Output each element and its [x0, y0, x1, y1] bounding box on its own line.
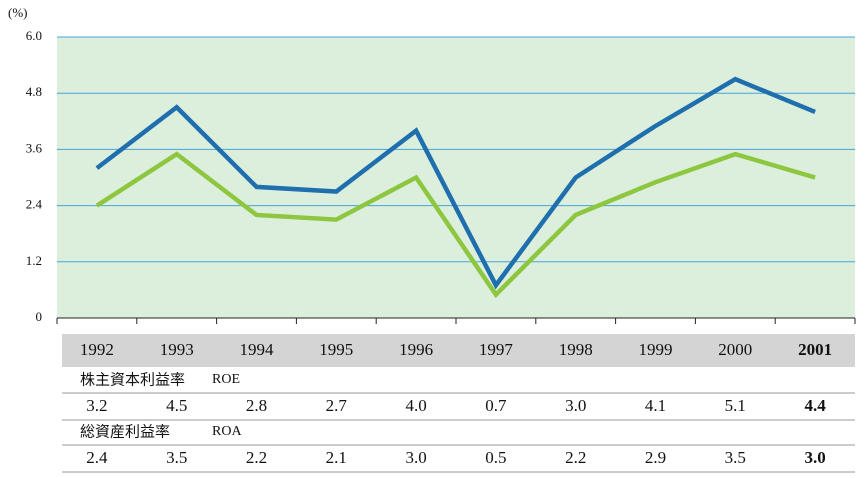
y-tick-label: 6.0 [26, 28, 42, 43]
data-label: 3.5 [166, 448, 187, 467]
data-label: 2.4 [86, 448, 108, 467]
data-label: 5.1 [725, 396, 746, 415]
data-label: 2.2 [246, 448, 267, 467]
data-label: 4.1 [645, 396, 666, 415]
data-label: 4.5 [166, 396, 187, 415]
table-header [62, 334, 855, 367]
data-label: 3.2 [86, 396, 107, 415]
x-tick-label: 1999 [639, 340, 673, 359]
x-tick-label: 1995 [319, 340, 353, 359]
x-tick-label: 2001 [798, 340, 832, 359]
data-label: 3.0 [804, 448, 825, 467]
data-label: 4.0 [405, 396, 426, 415]
row-label-abbr: ROA [212, 424, 242, 439]
data-label: 2.1 [326, 448, 347, 467]
x-tick-label: 1993 [160, 340, 194, 359]
line-series [95, 76, 816, 290]
x-tick-label: 1998 [559, 340, 593, 359]
y-tick-label: 0 [36, 309, 43, 324]
x-tick-label: 2000 [718, 340, 752, 359]
y-tick-label: 4.8 [26, 84, 42, 99]
data-label: 3.0 [405, 448, 426, 467]
y-axis-label: (%) [8, 5, 28, 20]
data-label: 3.5 [725, 448, 746, 467]
data-label: 4.4 [804, 396, 826, 415]
row-label-abbr: ROE [212, 372, 240, 387]
data-label: 2.8 [246, 396, 267, 415]
plot-background [57, 37, 855, 318]
row-label: 総資産利益率 [80, 423, 170, 441]
y-tick-label: 3.6 [26, 140, 43, 155]
data-label: 2.9 [645, 448, 666, 467]
data-label: 2.2 [565, 448, 586, 467]
row-label: 株主資本利益率 [80, 371, 185, 389]
x-tick-label: 1996 [399, 340, 433, 359]
data-label: 2.7 [326, 396, 348, 415]
line-series [95, 151, 816, 299]
x-tick-label: 1992 [80, 340, 114, 359]
data-label: 0.7 [485, 396, 507, 415]
data-label: 3.0 [565, 396, 586, 415]
x-tick-label: 1994 [240, 340, 275, 359]
y-tick-label: 2.4 [26, 197, 43, 212]
y-tick-label: 1.2 [26, 253, 42, 268]
x-tick-label: 1997 [479, 340, 514, 359]
data-label: 0.5 [485, 448, 506, 467]
